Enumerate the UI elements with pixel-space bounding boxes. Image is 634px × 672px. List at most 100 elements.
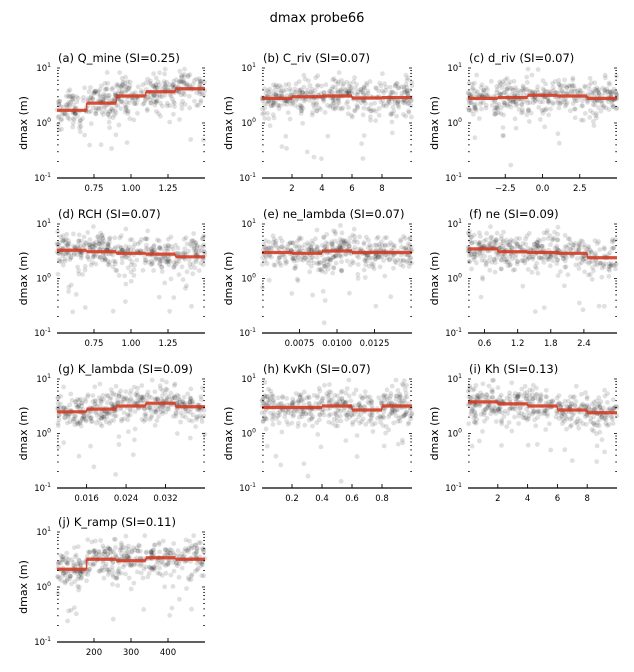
scatter-point bbox=[546, 98, 551, 104]
scatter-point bbox=[298, 392, 304, 398]
y-tick-label: 10-1 bbox=[445, 482, 462, 494]
scatter-point bbox=[342, 241, 348, 246]
scatter-point bbox=[469, 408, 475, 413]
scatter-point bbox=[550, 101, 556, 107]
scatter-point bbox=[107, 421, 112, 426]
scatter-point bbox=[379, 239, 384, 245]
scatter-point bbox=[116, 88, 122, 94]
scatter-point bbox=[472, 254, 478, 259]
scatter-point bbox=[610, 104, 616, 110]
scatter-point bbox=[536, 243, 542, 249]
scatter-point bbox=[71, 102, 76, 108]
scatter-point bbox=[61, 251, 66, 257]
scatter-point bbox=[377, 244, 382, 249]
scatter-point bbox=[487, 267, 493, 273]
scatter-point bbox=[538, 255, 544, 261]
scatter-point bbox=[382, 81, 387, 87]
scatter-point bbox=[171, 111, 176, 117]
scatter-point bbox=[87, 409, 92, 415]
scatter-point bbox=[352, 108, 358, 113]
scatter-point bbox=[127, 116, 133, 122]
scatter-point bbox=[185, 575, 191, 581]
scatter-point bbox=[89, 243, 95, 249]
scatter-point bbox=[406, 101, 412, 106]
scatter-point bbox=[182, 92, 188, 98]
scatter-point bbox=[400, 414, 406, 419]
scatter-point bbox=[87, 242, 92, 248]
scatter-point bbox=[330, 77, 336, 83]
scatter-point bbox=[149, 258, 155, 264]
scatter-point bbox=[110, 616, 116, 622]
scatter-point bbox=[321, 320, 327, 326]
scatter-point bbox=[565, 272, 571, 278]
scatter-point bbox=[190, 412, 196, 418]
scatter-point bbox=[55, 271, 61, 277]
scatter-point bbox=[389, 89, 395, 95]
scatter-point bbox=[58, 104, 63, 109]
scatter-point bbox=[348, 262, 353, 268]
scatter-point bbox=[104, 419, 109, 425]
scatter-point bbox=[69, 581, 74, 587]
scatter-point bbox=[354, 91, 359, 97]
scatter-point bbox=[61, 384, 66, 390]
scatter-point bbox=[361, 133, 367, 139]
scatter-point bbox=[471, 255, 476, 260]
scatter-point bbox=[611, 238, 616, 244]
scatter-point bbox=[113, 413, 119, 419]
scatter-point bbox=[333, 238, 338, 244]
scatter-point bbox=[541, 107, 546, 113]
scatter-point bbox=[84, 413, 89, 418]
scatter-point bbox=[558, 83, 564, 89]
scatter-point bbox=[131, 580, 137, 586]
scatter-point bbox=[69, 97, 75, 103]
scatter-point bbox=[542, 410, 548, 416]
scatter-point bbox=[184, 241, 190, 247]
scatter-point bbox=[584, 402, 590, 408]
scatter-point bbox=[606, 273, 612, 279]
scatter-point bbox=[276, 410, 281, 416]
scatter-point bbox=[148, 78, 153, 84]
scatter-point bbox=[580, 239, 585, 244]
scatter-point bbox=[602, 87, 607, 93]
scatter-point bbox=[275, 413, 281, 419]
scatter-point bbox=[126, 244, 132, 250]
scatter-point bbox=[336, 245, 342, 251]
scatter-point bbox=[292, 256, 297, 261]
scatter-point bbox=[334, 414, 340, 420]
scatter-point bbox=[102, 256, 108, 262]
scatter-point bbox=[408, 98, 413, 104]
scatter-point bbox=[592, 238, 598, 244]
scatter-point bbox=[343, 86, 348, 92]
scatter-point bbox=[266, 99, 271, 104]
scatter-point bbox=[62, 415, 68, 420]
scatter-point bbox=[102, 564, 108, 569]
scatter-point bbox=[360, 416, 366, 422]
scatter-point bbox=[189, 572, 195, 577]
scatter-point bbox=[405, 421, 411, 427]
scatter-point bbox=[354, 433, 360, 438]
scatter-point bbox=[555, 231, 561, 237]
scatter-point bbox=[282, 410, 288, 416]
scatter-point bbox=[120, 564, 126, 570]
scatter-point bbox=[141, 394, 147, 399]
scatter-point bbox=[343, 438, 349, 443]
scatter-point bbox=[368, 117, 373, 123]
scatter-point bbox=[112, 235, 118, 241]
scatter-point bbox=[341, 240, 347, 245]
scatter-point bbox=[314, 255, 320, 260]
scatter-point bbox=[174, 431, 180, 436]
scatter-point bbox=[269, 254, 274, 260]
scatter-point bbox=[278, 462, 284, 468]
scatter-point bbox=[402, 100, 407, 106]
scatter-point bbox=[99, 233, 105, 239]
scatter-point bbox=[99, 415, 105, 420]
scatter-point bbox=[337, 105, 342, 111]
scatter-point bbox=[315, 82, 321, 88]
scatter-point bbox=[188, 265, 194, 270]
scatter-point bbox=[504, 75, 510, 81]
scatter-point bbox=[309, 247, 315, 253]
scatter-point bbox=[125, 265, 131, 271]
scatter-point bbox=[297, 88, 303, 93]
scatter-point bbox=[599, 102, 605, 107]
